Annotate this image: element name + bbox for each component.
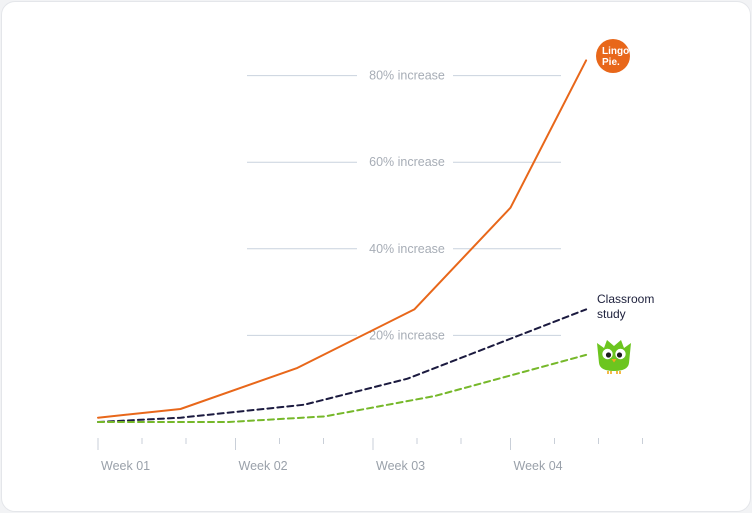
lingopie-logo: Lingo Pie. [596, 39, 630, 73]
lingopie-logo-text-2: Pie. [602, 57, 620, 68]
x-tick-label: Week 04 [514, 459, 563, 473]
lingopie-logo-circle [596, 39, 630, 73]
series-line-classroom-study [97, 308, 588, 423]
x-tick-label: Week 03 [376, 459, 425, 473]
lingopie-logo-text-1: Lingo [602, 46, 629, 57]
y-tick-label: 60% increase [369, 155, 445, 169]
x-tick-label: Week 01 [101, 459, 150, 473]
y-tick-label: 80% increase [369, 69, 445, 83]
y-tick-label: 20% increase [369, 328, 445, 342]
classroom-label-line-2: study [597, 307, 626, 321]
series-line-lingo-pie [97, 59, 588, 419]
x-axis: Week 01 Week 02 Week 03 Week 04 [97, 438, 643, 473]
series-lines [97, 59, 588, 423]
classroom-study-label: Classroom study [597, 292, 654, 321]
classroom-label-line-1: Classroom [597, 292, 654, 306]
series-line-duolingo [97, 353, 588, 423]
x-tick-label: Week 02 [239, 459, 288, 473]
y-tick-label: 40% increase [369, 242, 445, 256]
gridlines: 20% increase 40% increase 60% increase 80% … [247, 69, 561, 342]
owl-icon [597, 340, 631, 374]
